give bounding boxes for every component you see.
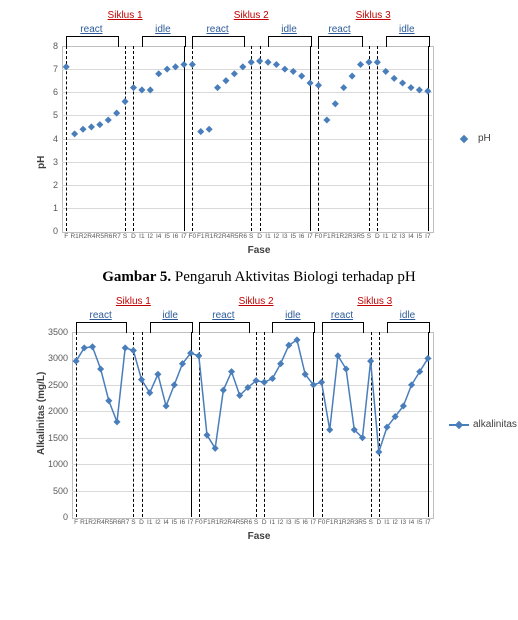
data-marker: [206, 126, 213, 133]
data-marker: [315, 82, 322, 89]
figure-caption: Gambar 5. Pengaruh Aktivitas Biologi ter…: [0, 269, 518, 286]
data-marker: [220, 387, 227, 394]
data-marker: [154, 371, 161, 378]
caption-bold: Gambar 5.: [102, 269, 171, 285]
data-marker: [326, 426, 333, 433]
legend-label: pH: [478, 133, 491, 144]
data-marker: [171, 381, 178, 388]
data-marker: [130, 347, 137, 354]
data-series: [24, 8, 494, 263]
data-marker: [163, 402, 170, 409]
data-marker: [424, 88, 431, 95]
data-marker: [256, 57, 263, 64]
legend-line-icon: [449, 424, 469, 426]
data-marker: [334, 352, 341, 359]
data-marker: [399, 79, 406, 86]
data-marker: [130, 84, 137, 91]
data-marker: [277, 360, 284, 367]
data-marker: [375, 448, 382, 455]
data-marker: [416, 86, 423, 93]
data-marker: [374, 59, 381, 66]
data-marker: [73, 358, 80, 365]
data-marker: [349, 73, 356, 80]
data-marker: [105, 397, 112, 404]
data-marker: [212, 445, 219, 452]
legend-marker-icon: [460, 134, 468, 142]
data-marker: [164, 66, 171, 73]
data-marker: [408, 381, 415, 388]
data-marker: [96, 121, 103, 128]
data-marker: [261, 379, 268, 386]
legend-marker-icon: [455, 420, 463, 428]
data-marker: [105, 116, 112, 123]
data-marker: [269, 375, 276, 382]
data-marker: [281, 66, 288, 73]
data-marker: [357, 61, 364, 68]
data-marker: [273, 61, 280, 68]
data-marker: [63, 63, 70, 70]
data-marker: [195, 352, 202, 359]
data-marker: [89, 343, 96, 350]
data-marker: [298, 73, 305, 80]
data-marker: [146, 389, 153, 396]
data-marker: [97, 365, 104, 372]
data-marker: [122, 98, 129, 105]
data-marker: [79, 126, 86, 133]
data-marker: [172, 63, 179, 70]
data-marker: [332, 100, 339, 107]
data-marker: [71, 130, 78, 137]
data-marker: [147, 86, 154, 93]
caption-text: Pengaruh Aktivitas Biologi terhadap pH: [171, 269, 416, 285]
data-marker: [382, 68, 389, 75]
data-marker: [203, 432, 210, 439]
data-marker: [113, 110, 120, 117]
data-marker: [307, 79, 314, 86]
data-marker: [214, 84, 221, 91]
data-marker: [343, 365, 350, 372]
data-marker: [155, 70, 162, 77]
data-marker: [318, 379, 325, 386]
data-marker: [290, 68, 297, 75]
data-marker: [222, 77, 229, 84]
alkalinitas-chart: 0500100015002000250030003500FR1R2R4R5R6R…: [24, 294, 494, 549]
data-marker: [323, 116, 330, 123]
data-marker: [122, 344, 129, 351]
data-marker: [81, 344, 88, 351]
data-marker: [367, 358, 374, 365]
data-marker: [340, 84, 347, 91]
legend-label: alkalinitas: [473, 419, 517, 430]
data-marker: [138, 86, 145, 93]
data-marker: [228, 368, 235, 375]
data-marker: [231, 70, 238, 77]
legend: alkalinitas: [449, 419, 517, 430]
data-series: [24, 294, 494, 549]
data-marker: [407, 84, 414, 91]
data-marker: [197, 128, 204, 135]
series-line: [76, 340, 428, 452]
data-marker: [391, 75, 398, 82]
data-marker: [365, 59, 372, 66]
data-marker: [248, 59, 255, 66]
data-marker: [189, 61, 196, 68]
data-marker: [138, 376, 145, 383]
data-marker: [239, 63, 246, 70]
ph-chart: 012345678FR1R2R4R5R6R7SDI1I2I4I5I6I7F0F1…: [24, 8, 494, 263]
data-marker: [264, 59, 271, 66]
data-marker: [424, 355, 431, 362]
legend-line-icon: [454, 138, 474, 140]
data-marker: [180, 61, 187, 68]
data-marker: [88, 123, 95, 130]
data-marker: [416, 368, 423, 375]
data-marker: [113, 418, 120, 425]
legend: pH: [454, 133, 491, 144]
